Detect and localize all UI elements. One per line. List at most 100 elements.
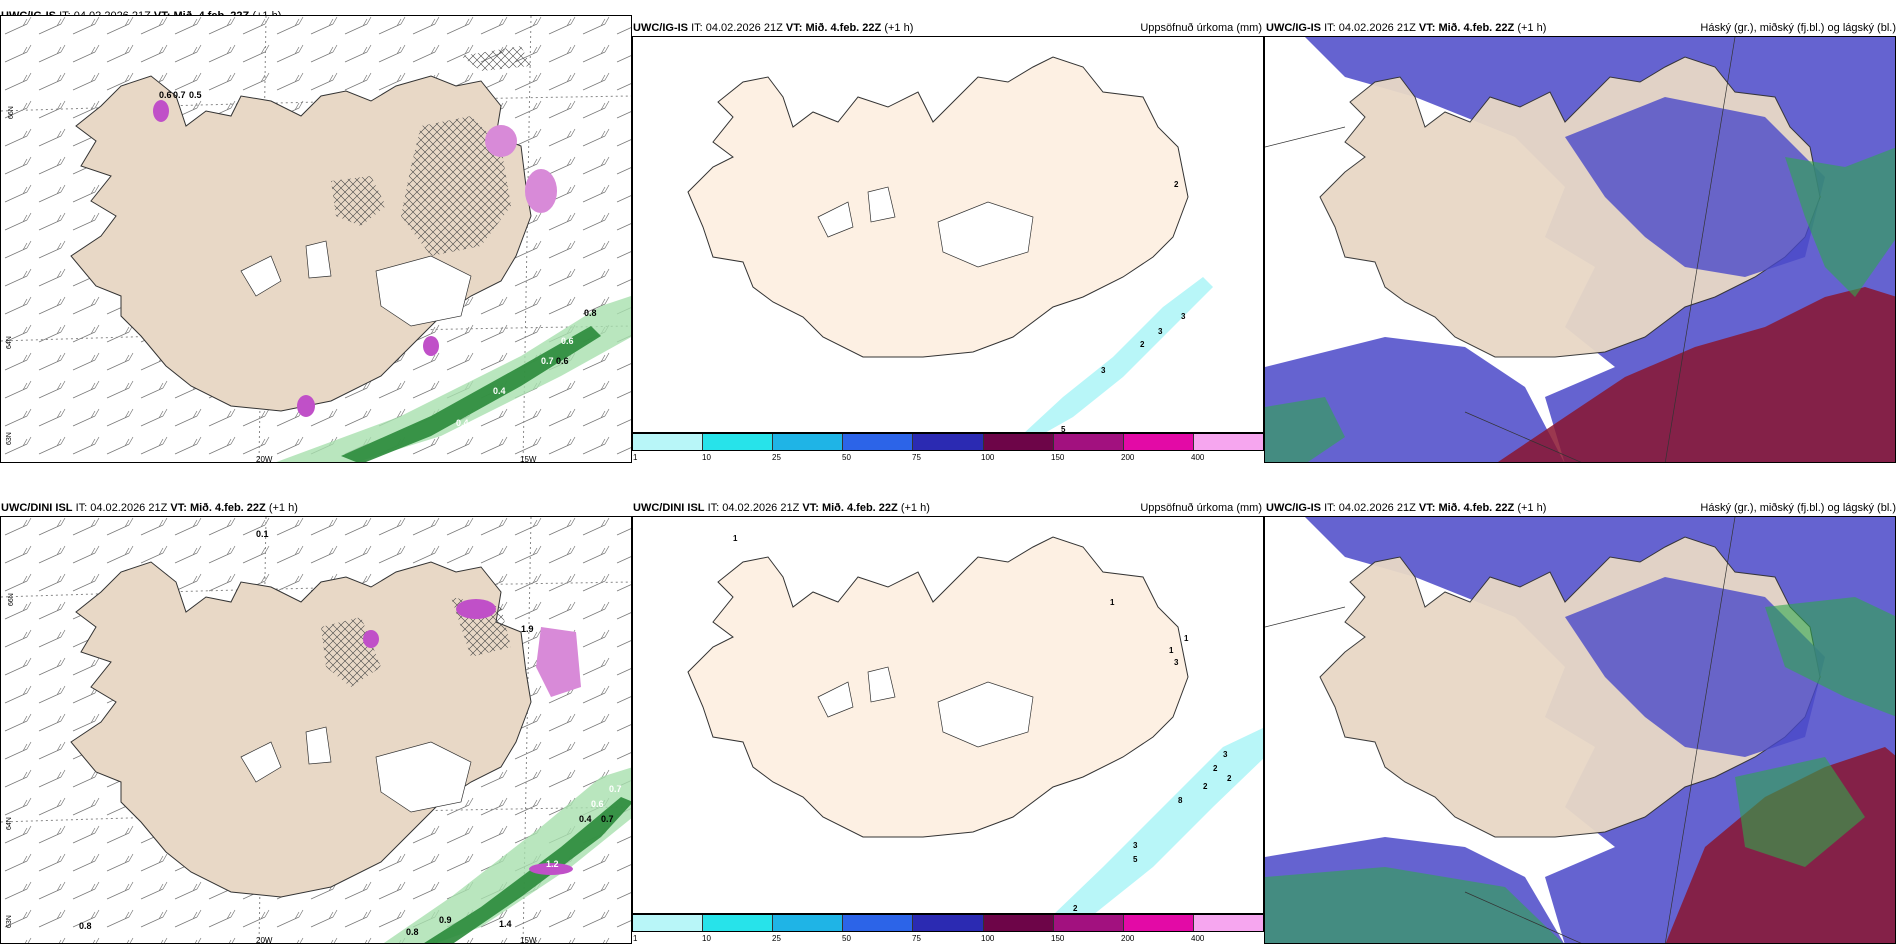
precip-label: 1 — [1184, 634, 1189, 643]
precip-label: 1 — [1110, 598, 1115, 607]
glacier-hofsjokull — [305, 240, 332, 279]
precip-label: 5 — [1133, 855, 1138, 864]
rate-label: 0.5 — [189, 90, 202, 100]
lat-label: 66N — [8, 593, 15, 606]
cloud-mid-inland — [1565, 97, 1825, 277]
precip-label: 5 — [1061, 425, 1066, 433]
colorbar-segment — [1053, 434, 1124, 450]
map-frame — [1264, 36, 1896, 463]
glacier — [305, 726, 332, 765]
precip-label: 2 — [1203, 782, 1208, 791]
precip-swath — [1055, 727, 1263, 913]
precip-label: 2 — [1140, 340, 1145, 349]
lat-label: 63N — [6, 432, 13, 445]
glacier — [240, 741, 282, 783]
cloud-low-se — [1735, 757, 1865, 867]
colorbar-segment — [773, 915, 844, 931]
colorbar-segment — [1123, 434, 1194, 450]
precip-spot — [525, 169, 557, 213]
rate-label: 0.9 — [439, 915, 452, 925]
grid-lat-64 — [1, 806, 631, 823]
iceland-landmass — [687, 536, 1189, 838]
map-frame — [1264, 516, 1896, 944]
cloud-high — [1497, 287, 1895, 462]
precip-label: 1 — [1169, 646, 1174, 655]
rate-label: 0.8 — [584, 308, 597, 318]
colorbar-segment — [703, 915, 774, 931]
precip-spot — [485, 125, 517, 157]
panel-right-title: Uppsöfnuð úrkoma (mm) — [1140, 22, 1262, 34]
precip-spot — [297, 395, 315, 417]
rate-label: 0.8 — [406, 927, 419, 937]
colorbar-ticks: 1 10 25 50 75 100 150 200 400 — [633, 453, 1205, 462]
colorbar-ticks: 1 10 25 50 75 100 150 200 400 — [633, 934, 1205, 943]
rate-label: 1.4 — [499, 919, 512, 929]
panel-bottom-middle: UWC/DINI ISL IT: 04.02.2026 21Z VT: Mið.… — [632, 490, 1264, 950]
colorbar-segment — [773, 434, 844, 450]
glacier — [375, 741, 472, 813]
precip-core — [424, 797, 631, 943]
grid-lat-66 — [1, 95, 631, 112]
snow-hatch-central — [331, 176, 386, 226]
rate-label: 0.6 — [591, 799, 604, 809]
lon-label: 20W — [256, 936, 273, 944]
panel-bottom-right: UWC/IG-IS IT: 04.02.2026 21Z VT: Mið. 4.… — [1264, 490, 1900, 950]
precip-label: 3 — [1133, 841, 1138, 850]
glacier-langjokull — [240, 255, 282, 297]
colorbar — [632, 914, 1264, 932]
precip-spot — [423, 336, 439, 356]
panel-right-title: Uppsöfnuð úrkoma (mm) — [1140, 502, 1262, 514]
lon-label: 20W — [256, 455, 273, 463]
rate-label: 0.7 — [601, 814, 614, 824]
cloud-low — [1785, 147, 1895, 297]
panel-right-title: Háský (gr.), miðský (fj.bl.) og lágský (… — [1700, 22, 1896, 34]
rate-label: 0.6 — [159, 90, 172, 100]
rate-label: 0.8 — [79, 921, 92, 931]
precip-label: 2 — [1213, 764, 1218, 773]
precip-spot — [363, 630, 379, 648]
map-frame: 2 3 3 2 3 5 — [632, 36, 1264, 433]
rate-label: 0.7 — [173, 90, 186, 100]
map-frame: 1 1 1 1 3 3 2 2 2 8 3 5 2 — [632, 516, 1264, 914]
wind-map: 0.6 0.7 0.5 0.8 0.6 0.7 0.6 0.4 0.4 66N … — [1, 16, 631, 463]
colorbar-segment — [1053, 915, 1124, 931]
precip-spot — [529, 863, 573, 875]
panel-bottom-left: UWC/DINI ISL IT: 04.02.2026 21Z VT: Mið.… — [0, 490, 632, 950]
map-frame: 0.6 0.7 0.5 0.8 0.6 0.7 0.6 0.4 0.4 66N … — [0, 15, 632, 463]
snow-hatch-east — [401, 116, 511, 256]
precip-core — [341, 326, 601, 462]
iceland-landmass — [687, 56, 1189, 358]
glacier-hofsjokull — [867, 186, 896, 223]
panel-right-title: Háský (gr.), miðský (fj.bl.) og lágský (… — [1700, 502, 1896, 514]
precip-label: 1 — [733, 534, 738, 543]
rate-label: 0.4 — [493, 386, 506, 396]
cloud-mid-inland — [1565, 577, 1825, 757]
grid-line — [1265, 517, 1736, 943]
colorbar-segment — [633, 915, 704, 931]
precip-label: 3 — [1174, 658, 1179, 667]
cloud-map — [1265, 37, 1895, 462]
precip-label: 8 — [1178, 796, 1183, 805]
lat-label: 66N — [8, 106, 15, 119]
grid-lat-64 — [1, 325, 631, 342]
lon-label: 15W — [520, 936, 537, 944]
glacier-vatnajokull — [375, 255, 472, 327]
colorbar-segment — [1193, 915, 1263, 931]
colorbar-segment — [633, 434, 704, 450]
glacier — [817, 681, 854, 718]
panel-top-left: UWC/IG-IS IT: 04.02.2026 21Z VT: Mið. 4.… — [0, 0, 632, 470]
rate-label: 0.7 — [541, 356, 554, 366]
cloud-map — [1265, 517, 1895, 943]
panel-title: UWC/IG-IS IT: 04.02.2026 21Z VT: Mið. 4.… — [1266, 22, 1547, 34]
glacier — [867, 666, 896, 703]
iceland-landmass — [70, 561, 532, 898]
cloud-low — [1765, 597, 1895, 717]
rate-label: 0.6 — [561, 336, 574, 346]
colorbar-segment — [843, 915, 914, 931]
glacier-langjokull — [817, 201, 854, 238]
rate-label: 0.6 — [556, 356, 569, 366]
precip-label: 3 — [1101, 366, 1106, 375]
map-frame: 0.1 1.9 0.7 0.6 0.4 0.7 1.2 0.8 0.9 1.4 … — [0, 516, 632, 944]
precip-label: 2 — [1227, 774, 1232, 783]
colorbar-segment — [1123, 915, 1194, 931]
